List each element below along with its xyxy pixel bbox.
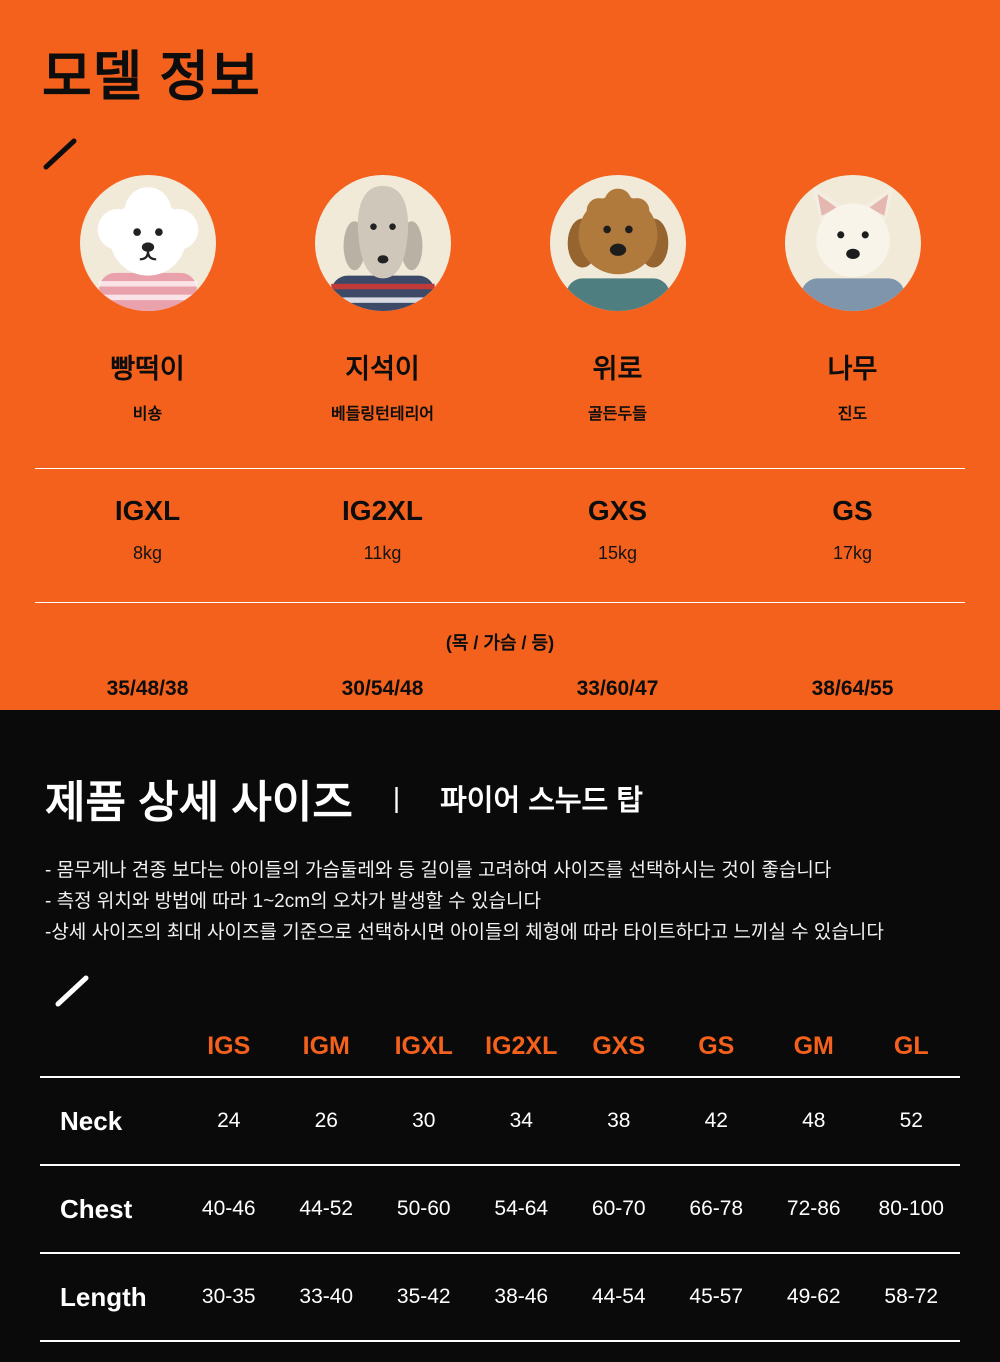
size-table-header-row: IGS IGM IGXL IG2XL GXS GS GM GL [40,1016,960,1079]
model-card-goldendoodle: 위로 골든두들 [500,175,735,424]
size-table-header-cell: IG2XL [485,1031,558,1060]
model-breed: 베들링턴테리어 [330,406,435,423]
model-photo-bichon [79,175,216,311]
slash-decoration-icon [55,975,89,1007]
model-measurements: 33/60/47 [576,677,659,700]
model-size-col: GXS 15kg [500,495,735,564]
size-table-header-cell: IGS [207,1031,251,1060]
size-table-header-cell: IGM [302,1031,350,1060]
size-detail-header: 제품 상세 사이즈 | 파이어 스누드 탑 [0,710,1000,830]
model-measurements-row: 35/48/38 30/54/48 33/60/47 38/64/55 [0,677,1000,701]
size-detail-section: 제품 상세 사이즈 | 파이어 스누드 탑 - 몸무게나 견종 보다는 아이들의… [0,710,1000,1362]
size-table-cell: 66-78 [689,1197,744,1221]
model-weight: 15kg [597,543,638,563]
size-table-cell: 30-35 [201,1285,256,1309]
model-size-col: IGXL 8kg [30,495,265,564]
model-name: 위로 [592,354,643,384]
size-table-cell: 48 [802,1109,826,1133]
size-guide-notes: - 몸무게나 견종 보다는 아이들의 가슴둘레와 등 길이를 고려하여 사이즈를… [0,830,1000,948]
model-measurements: 35/48/38 [106,677,189,700]
size-table-cell: 38-46 [494,1285,549,1309]
model-weight: 11kg [363,543,402,563]
model-measurements: 38/64/55 [811,677,894,700]
model-info-section: 모델 정보 빵떡이 비숑 [0,0,1000,710]
model-size: GXS [587,495,648,526]
size-table-row-label: Length [60,1281,147,1312]
model-name: 나무 [827,354,878,384]
size-table-row-chest: Chest 40-46 44-52 50-60 54-64 60-70 66-7… [40,1166,960,1255]
size-table-cell: 26 [314,1109,338,1133]
model-weight: 17kg [832,543,873,563]
size-table-row-label: Chest [60,1193,133,1224]
divider-line [35,468,965,469]
slash-decoration-icon [43,138,77,170]
model-name: 빵떡이 [110,354,185,384]
model-weight: 8kg [132,543,163,563]
model-size-col: GS 17kg [735,495,970,564]
model-card-bichon: 빵떡이 비숑 [30,175,265,424]
model-info-title: 모델 정보 [42,47,261,107]
size-note: - 측정 위치와 방법에 따라 1~2cm의 오차가 발생할 수 있습니다 [45,890,541,912]
size-table-cell: 30 [412,1109,436,1133]
model-name: 지석이 [345,354,420,384]
size-table-cell: 80-100 [878,1197,944,1221]
size-table-header-cell: GL [893,1031,929,1060]
size-table-cell: 58-72 [884,1285,939,1309]
size-table-cell: 54-64 [494,1197,549,1221]
size-table-cell: 44-54 [591,1285,646,1309]
size-table-cell: 34 [509,1109,533,1133]
size-table-cell: 42 [704,1109,728,1133]
model-photos-row: 빵떡이 비숑 지석이 베들링턴테리어 [0,175,1000,424]
size-table-row-length: Length 30-35 33-40 35-42 38-46 44-54 45-… [40,1254,960,1343]
size-table-cell: 40-46 [201,1197,256,1221]
size-table-cell: 44-52 [299,1197,354,1221]
size-table-row-neck: Neck 24 26 30 34 38 42 48 52 [40,1078,960,1167]
bedlington-terrier-dog-icon [330,185,435,311]
model-size-col: IG2XL 11kg [265,495,500,564]
size-table-cell: 72-86 [786,1197,841,1221]
model-photo-jindo [784,175,921,311]
size-chart-table: IGS IGM IGXL IG2XL GXS GS GM GL Neck 24 … [40,1016,960,1343]
size-table-cell: 33-40 [299,1285,354,1309]
size-table-header-cell: IGXL [394,1031,453,1060]
product-name: 파이어 스누드 탑 [440,785,643,817]
size-table-cell: 49-62 [786,1285,841,1309]
size-table-cell: 52 [899,1109,923,1133]
model-breed: 진도 [837,406,868,423]
size-table-header-cell: GS [698,1031,735,1060]
model-size: IGXL [114,495,181,526]
model-card-bedlington: 지석이 베들링턴테리어 [265,175,500,424]
model-breed: 비숑 [132,406,163,423]
model-photo-bedlington [314,175,451,311]
model-size: GS [832,495,873,526]
model-measurements: 30/54/48 [341,677,424,700]
bichon-dog-icon [97,187,198,311]
size-note: - 몸무게나 견종 보다는 아이들의 가슴둘레와 등 길이를 고려하여 사이즈를… [45,860,832,881]
title-separator: | [392,782,401,813]
model-breed: 골든두들 [588,406,647,423]
size-note: -상세 사이즈의 최대 사이즈를 기준으로 선택하시면 아이들의 체형에 따라 … [45,921,884,943]
jindo-dog-icon [800,185,905,311]
divider-line [35,602,965,603]
model-photo-goldendoodle [549,175,686,311]
model-card-jindo: 나무 진도 [735,175,970,424]
size-detail-title: 제품 상세 사이즈 [45,778,353,827]
size-table-cell: 38 [607,1109,631,1133]
goldendoodle-dog-icon [565,188,670,311]
size-table-cell: 60-70 [591,1197,646,1221]
model-sizes-row: IGXL 8kg IG2XL 11kg GXS 15kg GS 17kg [0,469,1000,564]
size-table-row-label: Neck [60,1105,123,1136]
model-size: IG2XL [342,495,423,526]
size-table-cell: 50-60 [396,1197,451,1221]
size-table-cell: 45-57 [689,1285,744,1309]
size-table-header-cell: GM [793,1031,834,1060]
size-table-header-cell: GXS [592,1031,646,1060]
measurement-legend: (목 / 가슴 / 등) [445,633,555,653]
size-table-cell: 24 [217,1109,241,1133]
size-table-cell: 35-42 [396,1285,451,1309]
